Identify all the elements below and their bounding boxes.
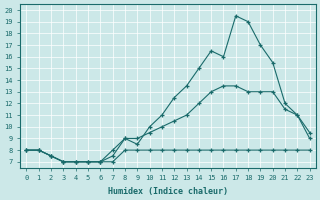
X-axis label: Humidex (Indice chaleur): Humidex (Indice chaleur): [108, 187, 228, 196]
